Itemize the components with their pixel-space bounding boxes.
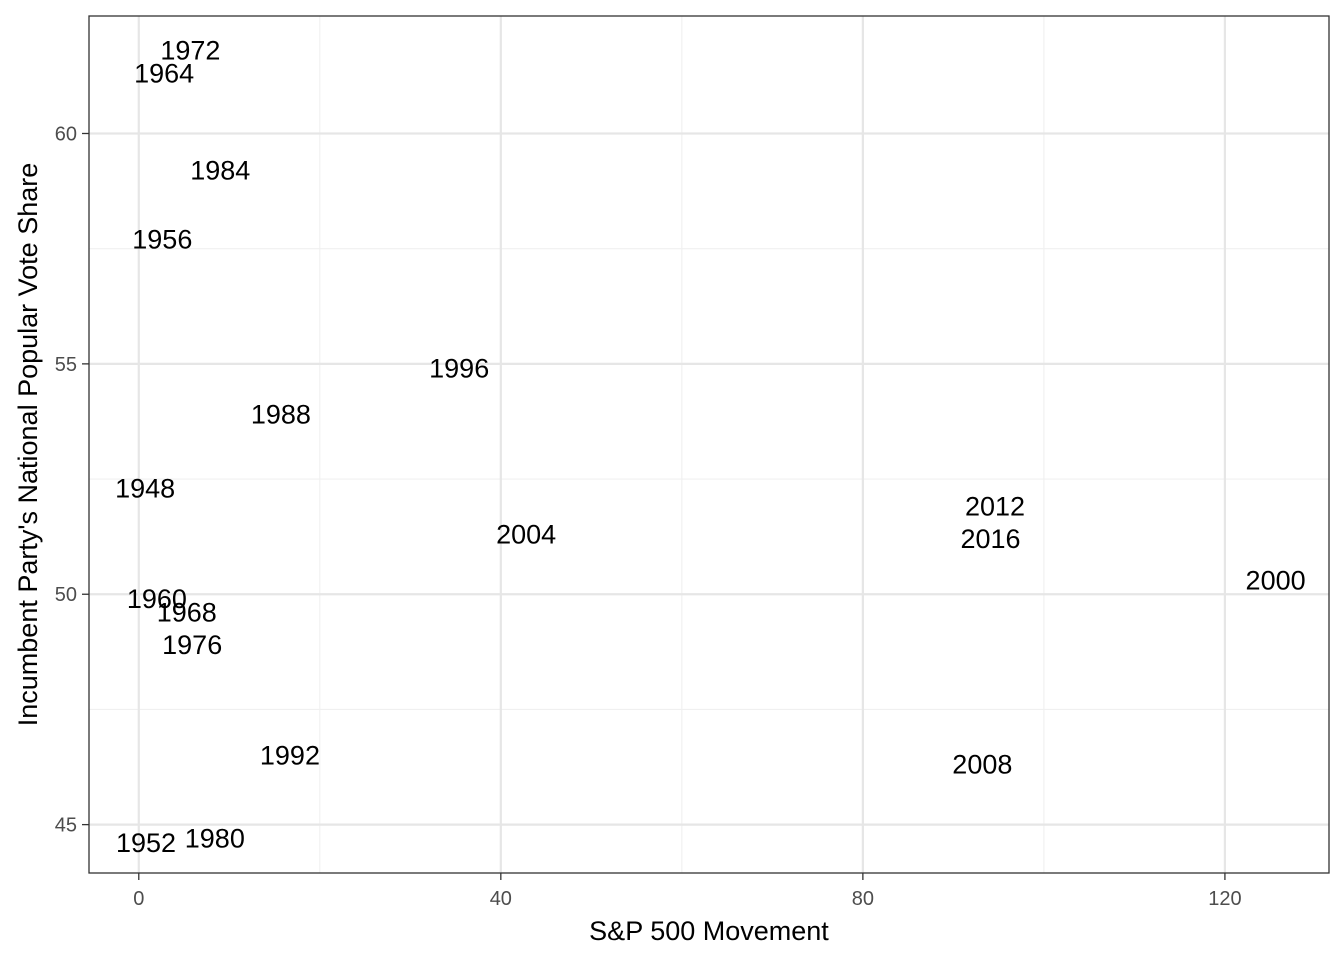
plot-panel-border — [88, 15, 1330, 874]
y-tick-label: 55 — [55, 354, 77, 376]
point-label-2016: 2016 — [960, 524, 1020, 554]
point-label-1976: 1976 — [162, 630, 222, 660]
point-label-1948: 1948 — [115, 473, 175, 503]
y-axis: 45 50 55 60 — [55, 123, 89, 837]
point-label-2004: 2004 — [496, 519, 556, 549]
x-axis-title: S&P 500 Movement — [589, 916, 829, 946]
point-label-1956: 1956 — [132, 224, 192, 254]
point-label-1980: 1980 — [185, 823, 245, 853]
grid-lines — [89, 16, 1329, 873]
y-tick-label: 50 — [55, 584, 77, 606]
point-label-1996: 1996 — [429, 353, 489, 383]
point-label-1988: 1988 — [251, 400, 311, 430]
point-label-1984: 1984 — [190, 155, 250, 185]
x-tick-label: 0 — [133, 888, 144, 910]
y-tick-label: 60 — [55, 123, 77, 145]
x-tick-label: 120 — [1208, 888, 1241, 910]
point-label-1968: 1968 — [157, 598, 217, 628]
point-label-1952: 1952 — [116, 828, 176, 858]
point-label-2012: 2012 — [965, 492, 1025, 522]
y-tick-label: 45 — [55, 815, 77, 837]
point-label-1960: 1960 — [127, 584, 187, 614]
y-axis-title: Incumbent Party's National Popular Vote … — [13, 163, 43, 726]
point-label-2008: 2008 — [952, 750, 1012, 780]
data-points: 1948 1952 1956 1960 1964 1968 1972 1976 1980 1984… — [115, 36, 1306, 858]
x-tick-label: 40 — [490, 888, 512, 910]
x-tick-label: 80 — [852, 888, 874, 910]
point-label-1992: 1992 — [260, 741, 320, 771]
point-label-1972: 1972 — [160, 36, 220, 66]
point-label-2000: 2000 — [1246, 565, 1306, 595]
x-axis: 0 40 80 120 — [133, 873, 1242, 910]
point-label-1964: 1964 — [134, 59, 194, 89]
